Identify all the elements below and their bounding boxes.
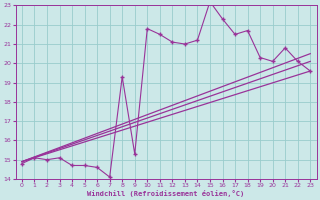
X-axis label: Windchill (Refroidissement éolien,°C): Windchill (Refroidissement éolien,°C): [87, 190, 245, 197]
